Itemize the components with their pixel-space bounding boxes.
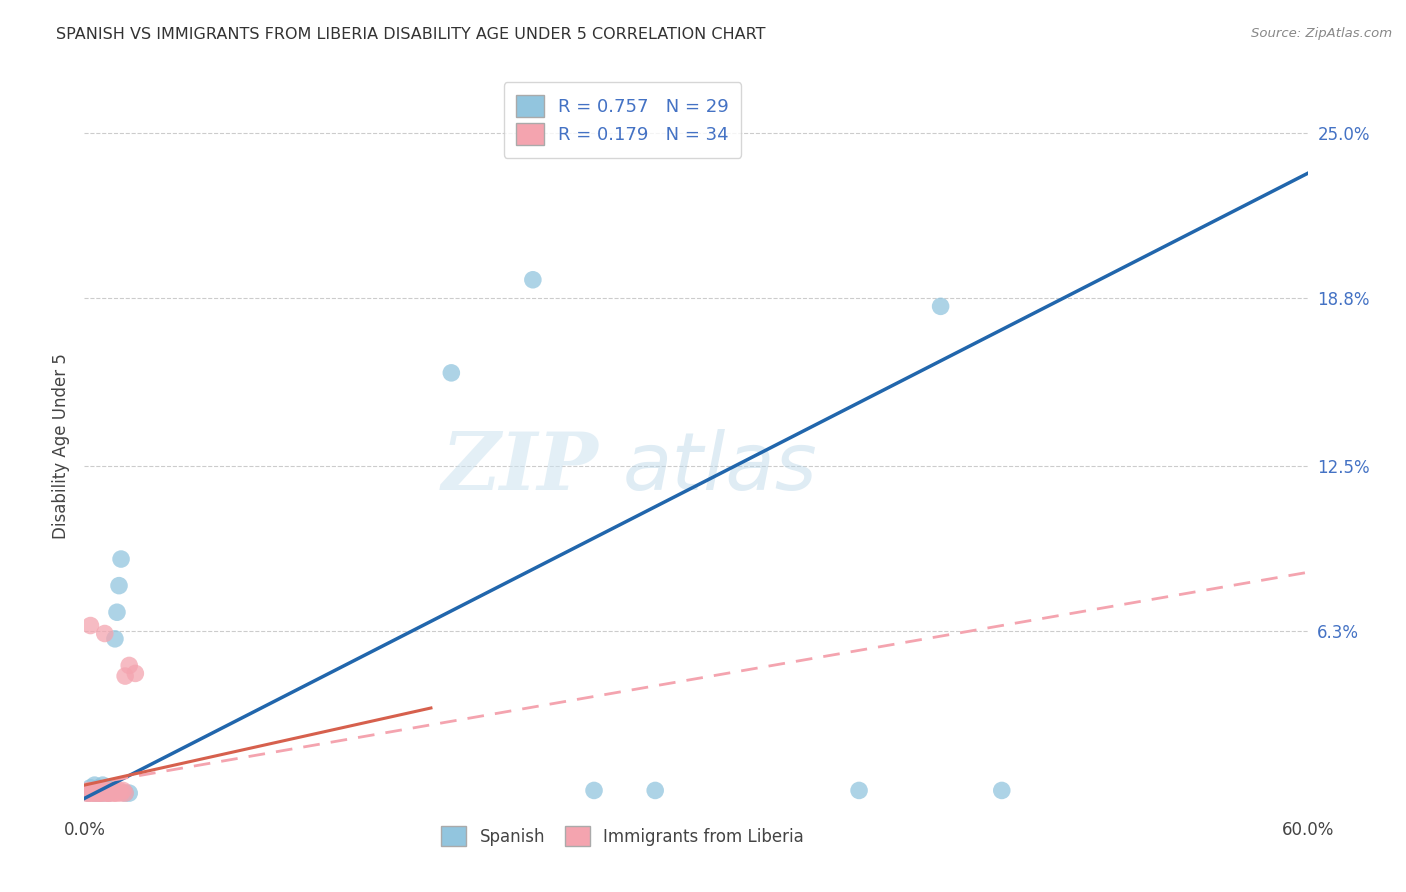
Point [91,786,114,800]
Point [93,783,115,797]
Y-axis label: Disability Age Under 5: Disability Age Under 5 [52,353,70,539]
Point [96,780,118,795]
Legend: Spanish, Immigrants from Liberia: Spanish, Immigrants from Liberia [433,818,813,855]
Point [90,786,112,800]
Text: ZIP: ZIP [441,429,598,507]
Point [848,783,870,797]
Point [77,786,100,800]
Point [93,786,115,800]
Point [124,666,146,681]
Point [90,783,112,797]
Point [991,783,1014,797]
Point [83,778,105,792]
Point [112,783,135,797]
Point [82,786,104,800]
Point [101,783,124,797]
Point [87,786,110,800]
Point [644,783,666,797]
Text: SPANISH VS IMMIGRANTS FROM LIBERIA DISABILITY AGE UNDER 5 CORRELATION CHART: SPANISH VS IMMIGRANTS FROM LIBERIA DISAB… [56,27,766,42]
Point [118,658,141,673]
Point [104,786,127,800]
Point [93,783,115,797]
Point [75,786,97,800]
Point [118,786,141,800]
Point [97,783,120,797]
Point [79,780,101,795]
Point [114,669,136,683]
Point [104,632,127,646]
Point [97,786,120,800]
Point [101,786,124,800]
Point [100,783,122,797]
Point [105,786,128,800]
Point [114,786,136,800]
Point [79,786,101,800]
Point [110,552,132,566]
Point [91,783,114,797]
Point [91,778,114,792]
Point [96,786,118,800]
Point [86,783,108,797]
Point [77,783,100,797]
Point [97,786,120,800]
Point [583,783,606,797]
Point [87,786,110,800]
Point [108,579,131,593]
Point [86,783,108,797]
Point [108,783,131,797]
Point [82,783,104,797]
Point [77,786,100,800]
Point [100,780,122,795]
Point [114,786,136,800]
Point [83,786,105,800]
Point [83,786,105,800]
Point [105,605,128,619]
Point [79,618,101,632]
Point [440,366,463,380]
Point [93,626,115,640]
Text: Source: ZipAtlas.com: Source: ZipAtlas.com [1251,27,1392,40]
Point [87,780,110,795]
Point [87,783,110,797]
Point [86,786,108,800]
Point [522,273,544,287]
Point [929,299,952,313]
Point [82,783,104,797]
Point [90,786,112,800]
Point [97,786,120,800]
Point [110,786,132,800]
Point [104,783,127,797]
Text: atlas: atlas [623,429,817,507]
